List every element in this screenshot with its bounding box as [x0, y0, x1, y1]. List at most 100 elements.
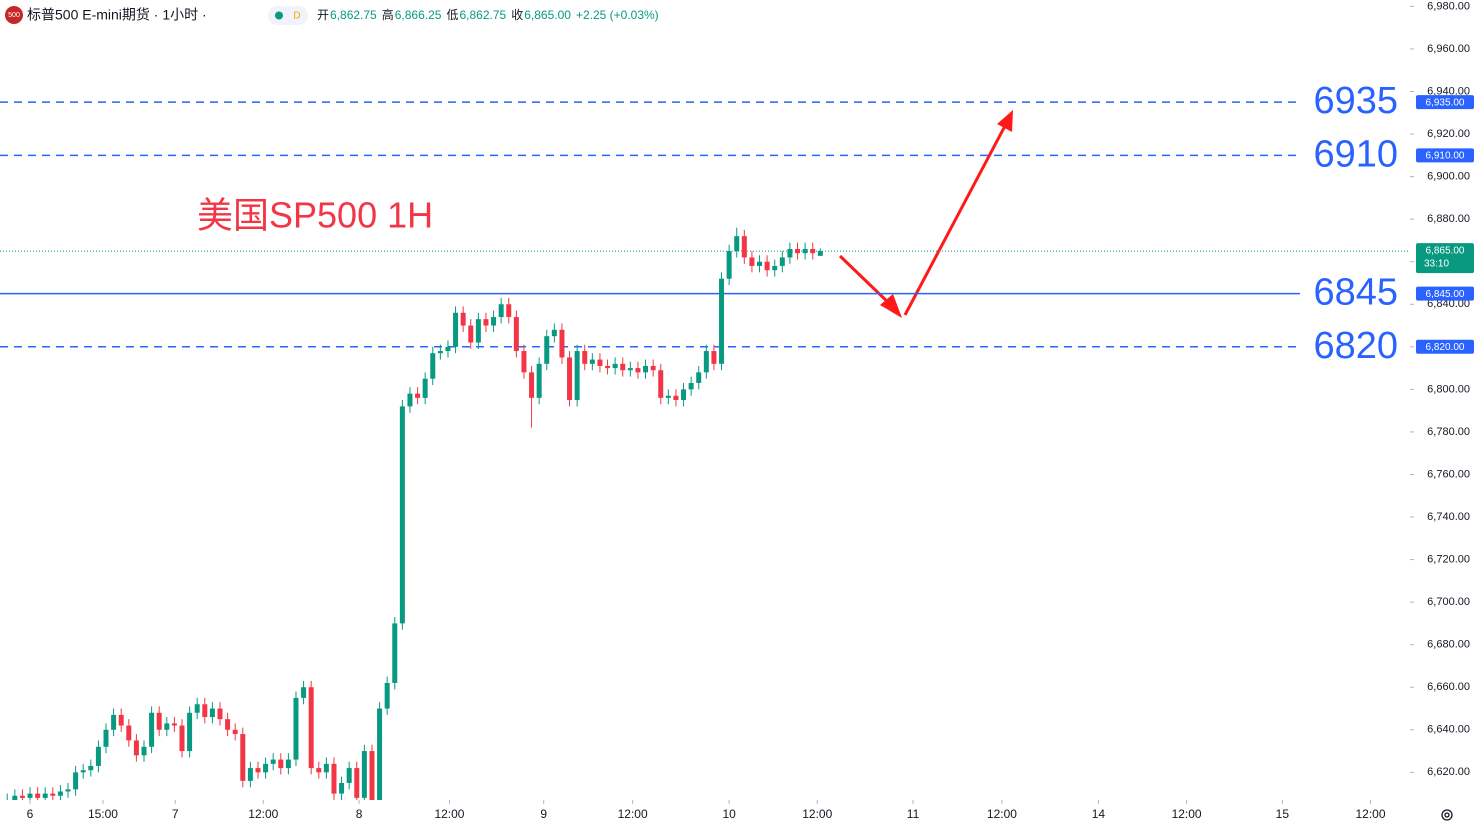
candle	[80, 763, 86, 779]
candle	[57, 785, 63, 800]
candle	[346, 761, 352, 790]
candle	[164, 717, 170, 737]
y-tick-label: 6,700.00	[1427, 596, 1470, 608]
y-tick-label: 6,800.00	[1427, 383, 1470, 395]
candle-body	[73, 772, 79, 790]
candle-body	[225, 719, 231, 730]
candle	[194, 697, 200, 720]
symbol-icon-text: 500	[8, 12, 20, 19]
y-tick-label: 6,960.00	[1427, 43, 1470, 55]
candle-body	[437, 351, 443, 354]
candle-body	[582, 351, 588, 364]
candle	[711, 344, 717, 371]
candle-body	[384, 682, 390, 709]
y-tick-label: 6,780.00	[1427, 426, 1470, 438]
candle-body	[772, 265, 778, 271]
candle	[149, 706, 155, 754]
candle	[369, 744, 375, 800]
candle-body	[369, 751, 375, 800]
candle-body	[627, 368, 633, 371]
ohlc: 开 6,862.75 高 6,866.25 低 6,862.75 收 6,865.00 +2.2…	[317, 7, 659, 22]
candle	[650, 359, 656, 377]
settings-icon[interactable]	[1441, 809, 1453, 821]
candle-body	[453, 312, 459, 347]
candle-body	[194, 704, 200, 713]
level-label: 6820	[1313, 325, 1398, 367]
candle	[202, 697, 208, 724]
candle	[567, 351, 573, 407]
candle-body	[491, 317, 497, 326]
candle	[308, 680, 314, 775]
candle	[50, 787, 56, 800]
candle	[741, 229, 747, 264]
candle	[779, 251, 785, 273]
candle-body	[483, 319, 489, 326]
candle	[597, 353, 603, 373]
arrow-up	[903, 123, 1008, 316]
candle-body	[529, 372, 535, 398]
candle-body	[247, 768, 253, 781]
candle-body	[430, 353, 436, 379]
candle-body	[270, 759, 276, 764]
candle-body	[787, 248, 793, 258]
candle	[574, 344, 580, 407]
candle-body	[57, 791, 63, 796]
candle-body	[696, 372, 702, 383]
symbol-title[interactable]: 标普500 E-mini期货 · 1小时 ·	[27, 7, 207, 23]
x-tick-label: 14	[1092, 807, 1106, 821]
candle-body	[650, 365, 656, 371]
candle-body	[293, 697, 299, 760]
candle-body	[133, 740, 139, 756]
candle	[126, 719, 132, 747]
x-tick-label: 12:00	[1355, 807, 1385, 821]
candle	[111, 708, 117, 737]
candle	[270, 753, 276, 771]
candle-body	[179, 725, 185, 752]
candle-body	[605, 365, 611, 369]
candle-body	[726, 251, 732, 279]
level-badge-label: 6,820.00	[1426, 342, 1465, 353]
candle-body	[567, 357, 573, 400]
candle	[529, 365, 535, 428]
candle	[285, 753, 291, 775]
ohlc-label: 高	[382, 7, 394, 22]
ohlc-change: +2.25 (+0.03%)	[576, 8, 659, 22]
x-tick-label: 7	[172, 807, 179, 821]
candle-body	[339, 782, 345, 794]
candle-body	[171, 723, 177, 726]
level-badge	[1416, 95, 1474, 110]
ohlc-label: 收	[511, 8, 523, 22]
candle-body	[316, 768, 322, 773]
candle	[278, 753, 284, 775]
candle	[361, 744, 367, 800]
candle-body	[749, 257, 755, 266]
candle	[141, 740, 147, 762]
candle-body	[354, 768, 360, 798]
candle	[589, 353, 595, 371]
candle	[323, 757, 329, 779]
candle-body	[95, 746, 101, 766]
candle-body	[392, 623, 398, 683]
candle	[415, 387, 421, 405]
candle	[544, 329, 550, 371]
candle	[795, 242, 801, 260]
candle	[483, 312, 489, 332]
arrow-down	[838, 254, 895, 309]
candle	[179, 719, 185, 758]
candle-body	[795, 248, 801, 254]
last-price-label: 6,865.00	[1426, 246, 1465, 257]
candle-body	[407, 393, 413, 407]
candle-body	[35, 793, 41, 798]
candle	[6, 793, 8, 800]
candle-body	[103, 729, 109, 747]
candle-body	[612, 363, 618, 369]
candle	[536, 357, 542, 405]
y-tick-label: 6,760.00	[1427, 468, 1470, 480]
candle-body	[255, 768, 261, 773]
candle-body	[779, 257, 785, 266]
candle-body	[50, 793, 56, 796]
candle-body	[673, 395, 679, 400]
candle-body	[764, 261, 770, 271]
candle	[331, 757, 337, 800]
x-tick-label: 12:00	[618, 807, 648, 821]
